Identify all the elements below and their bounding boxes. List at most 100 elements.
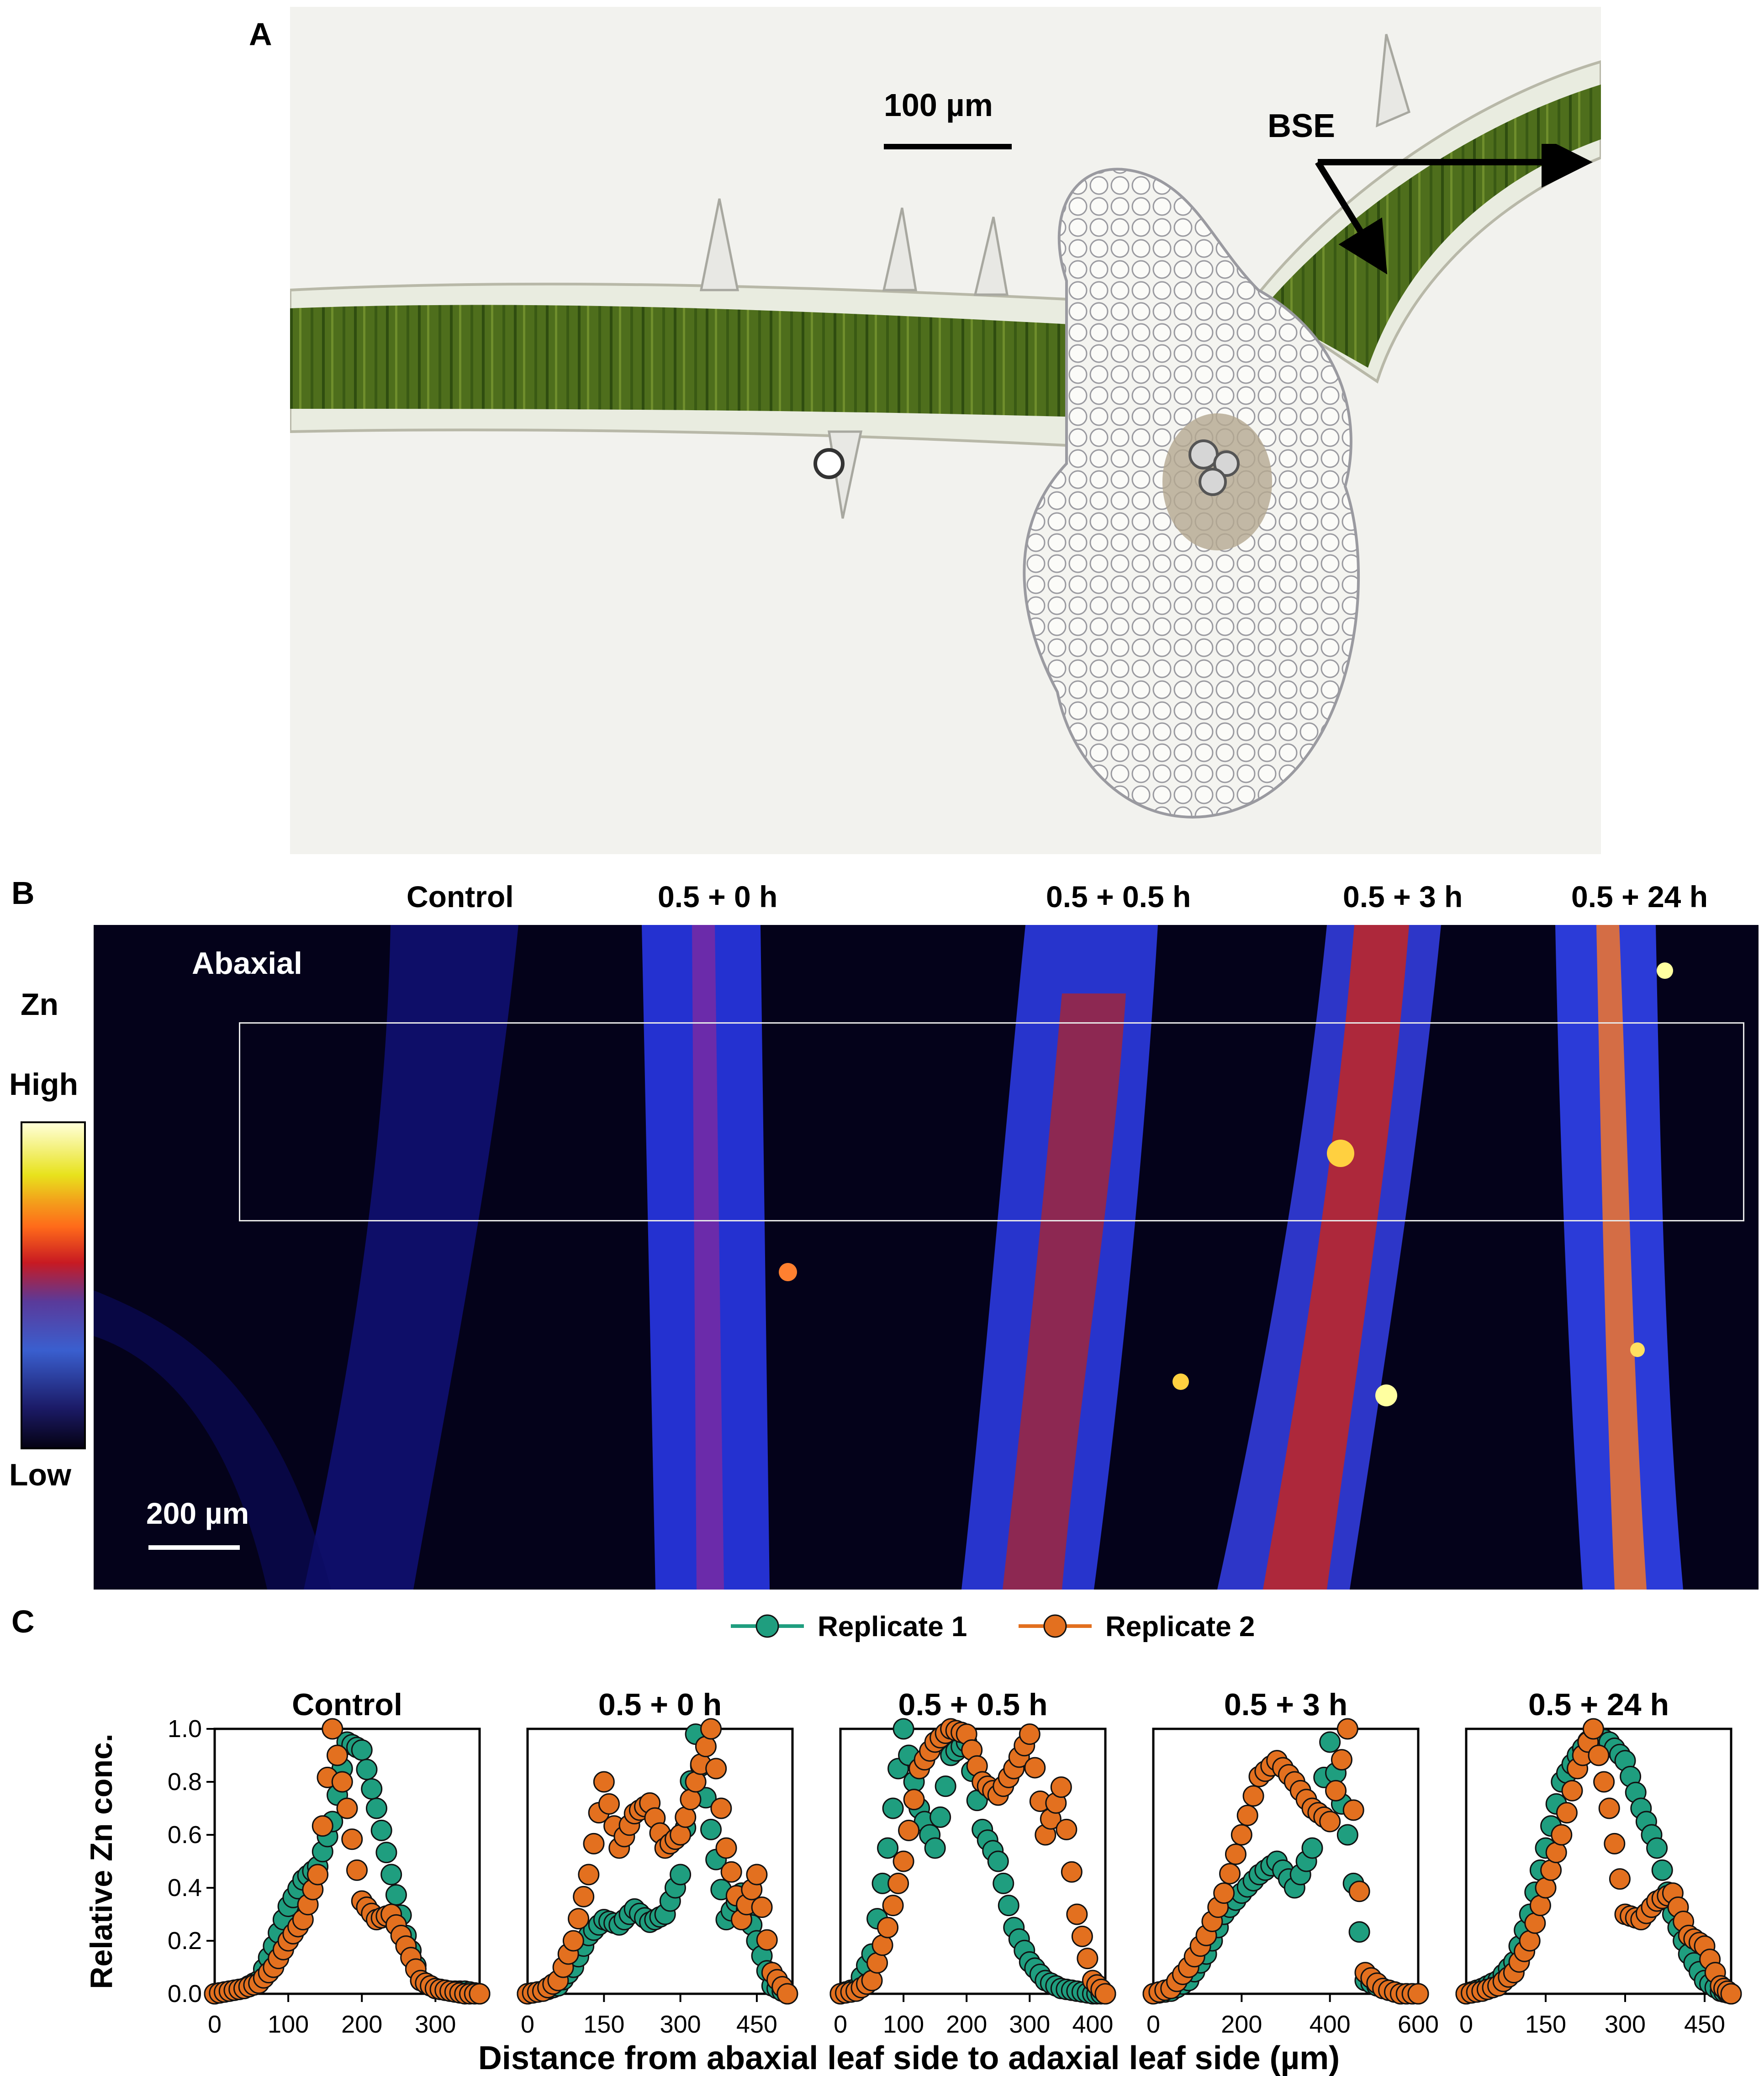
zn-colorbar — [21, 1121, 86, 1449]
point-replicate-2 — [336, 1797, 358, 1819]
point-replicate-2 — [715, 1837, 737, 1859]
chart-frame-3 — [1152, 1727, 1420, 1995]
x-tick-label-0: 200 — [341, 2011, 382, 2038]
point-replicate-2 — [1061, 1861, 1083, 1883]
panel-b-scale-bar — [148, 1545, 240, 1550]
point-replicate-2 — [1524, 1912, 1546, 1934]
point-replicate-2 — [1236, 1804, 1258, 1826]
point-replicate-2 — [866, 1952, 888, 1974]
leaf-cross-section-image — [289, 7, 1602, 854]
point-replicate-2 — [568, 1908, 590, 1930]
condition-label-0h: 0.5 + 0 h — [658, 880, 778, 914]
point-replicate-2 — [573, 1886, 595, 1907]
point-replicate-2 — [705, 1758, 727, 1780]
point-replicate-2 — [861, 1970, 883, 1991]
y-tick-label: 0.4 — [168, 1874, 202, 1902]
y-axis-label: Relative Zn conc. — [84, 1733, 119, 1989]
condition-label-0-5h: 0.5 + 0.5 h — [1046, 880, 1191, 914]
point-replicate-2 — [898, 1819, 920, 1841]
point-replicate-1 — [924, 1837, 946, 1859]
point-replicate-2 — [1582, 1718, 1604, 1740]
zn-profile-charts: Control 0 100 200 300 0.0 0.2 0.4 0.6 0.8 1.0 0.5 +… — [84, 1611, 1742, 2076]
point-replicate-2 — [598, 1793, 620, 1815]
point-replicate-2 — [1407, 1983, 1429, 2005]
point-replicate-2 — [685, 1771, 707, 1793]
point-replicate-2 — [578, 1864, 600, 1886]
x-tick-label-2: 400 — [1072, 2011, 1113, 2038]
panel-a-scale-bar — [884, 144, 1012, 149]
point-replicate-2 — [1545, 1842, 1567, 1864]
chart-title-2: 0.5 + 0.5 h — [898, 1687, 1048, 1722]
x-tick-label-1: 450 — [736, 2011, 777, 2038]
point-replicate-1 — [356, 1759, 378, 1780]
legend-label-replicate-2: Replicate 2 — [1105, 1611, 1255, 1643]
point-replicate-2 — [1556, 1802, 1578, 1824]
point-replicate-2 — [700, 1718, 722, 1740]
legend-marker-replicate-2 — [1043, 1614, 1067, 1638]
colorbar-high-label: High — [9, 1067, 79, 1102]
point-replicate-2 — [756, 1929, 778, 1951]
bse-arrows — [1315, 144, 1593, 275]
point-replicate-2 — [670, 1824, 692, 1846]
point-replicate-2 — [1094, 1983, 1116, 2005]
x-tick-label-1: 150 — [583, 2011, 624, 2038]
point-replicate-2 — [1336, 1718, 1358, 1740]
point-replicate-2 — [327, 1744, 349, 1766]
point-replicate-1 — [385, 1884, 407, 1906]
point-replicate-2 — [776, 1983, 798, 2005]
bse-label: BSE — [1268, 108, 1336, 144]
point-replicate-2 — [1720, 1983, 1742, 2005]
point-replicate-1 — [930, 1806, 951, 1828]
x-tick-label-2: 200 — [946, 2011, 987, 2038]
point-replicate-2 — [1231, 1824, 1252, 1846]
point-replicate-2 — [593, 1771, 615, 1793]
point-replicate-1 — [993, 1872, 1014, 1894]
point-replicate-1 — [935, 1775, 956, 1797]
point-replicate-2 — [1242, 1785, 1264, 1807]
point-replicate-2 — [1225, 1844, 1246, 1865]
point-replicate-1 — [882, 1797, 904, 1819]
point-replicate-1 — [361, 1778, 383, 1800]
point-replicate-2 — [322, 1718, 343, 1740]
point-replicate-2 — [887, 1872, 909, 1894]
point-replicate-2 — [1056, 1818, 1077, 1840]
legend-marker-replicate-1 — [755, 1614, 779, 1638]
point-replicate-1 — [877, 1837, 899, 1859]
panel-a-letter: A — [249, 16, 272, 52]
point-replicate-1 — [700, 1818, 722, 1840]
y-tick-label: 0.0 — [168, 1980, 202, 2007]
point-replicate-1 — [1319, 1731, 1341, 1753]
x-tick-label-2: 300 — [1009, 2011, 1050, 2038]
panel-a-micrograph: 100 µm BSE — [289, 7, 1602, 854]
x-tick-label-2: 100 — [883, 2011, 924, 2038]
point-replicate-2 — [307, 1864, 329, 1886]
chart-title-3: 0.5 + 3 h — [1224, 1687, 1347, 1722]
point-replicate-2 — [1561, 1780, 1583, 1801]
point-replicate-1 — [375, 1842, 397, 1864]
panel-a-scale-label: 100 µm — [884, 87, 993, 123]
point-replicate-2 — [1066, 1903, 1088, 1925]
point-replicate-2 — [1331, 1749, 1352, 1771]
point-replicate-2 — [331, 1771, 353, 1793]
point-replicate-1 — [351, 1739, 373, 1761]
x-tick-label-1: 0 — [521, 2011, 534, 2038]
point-replicate-2 — [695, 1736, 717, 1758]
chart-title-0: Control — [292, 1687, 402, 1722]
x-tick-label-4: 450 — [1684, 2011, 1725, 2038]
point-replicate-1 — [370, 1819, 392, 1841]
point-replicate-2 — [751, 1896, 773, 1918]
x-tick-label-0: 300 — [415, 2011, 456, 2038]
point-replicate-2 — [1219, 1863, 1241, 1885]
x-tick-label-4: 150 — [1525, 2011, 1566, 2038]
panel-b-letter: B — [11, 875, 35, 911]
x-axis-label: Distance from abaxial leaf side to adaxi… — [478, 2040, 1340, 2076]
point-replicate-2 — [680, 1789, 702, 1811]
zn-map-image — [94, 925, 1683, 1590]
point-replicate-2 — [882, 1895, 904, 1917]
point-replicate-1 — [1651, 1859, 1673, 1881]
point-replicate-1 — [1301, 1837, 1323, 1859]
point-replicate-1 — [365, 1797, 387, 1819]
point-replicate-1 — [1336, 1824, 1358, 1846]
chart-frame-1 — [526, 1727, 794, 1995]
point-replicate-1 — [1646, 1837, 1668, 1859]
